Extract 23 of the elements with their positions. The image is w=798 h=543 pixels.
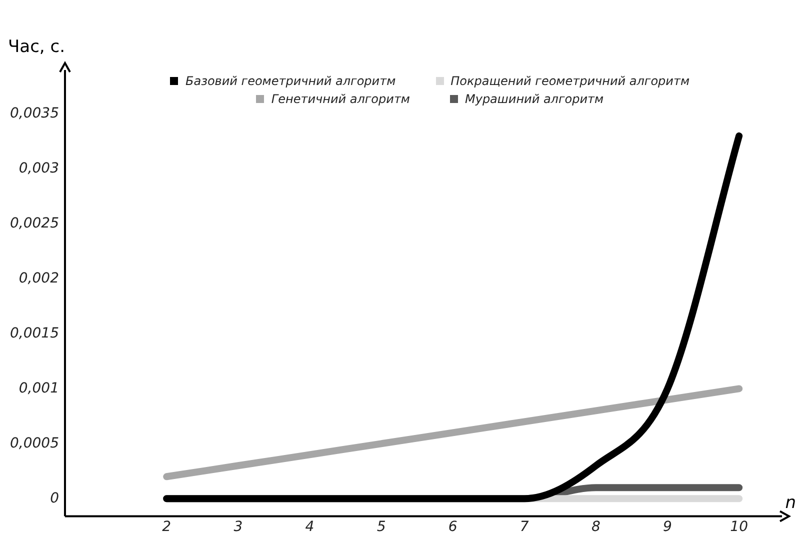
y-tick-label: 0,0005: [10, 435, 60, 452]
x-tick-label: 8: [591, 519, 600, 536]
x-tick-label: 3: [234, 519, 243, 536]
y-axis-title: Час, с.: [8, 36, 65, 57]
legend-label: Покращений геометричний алгоритм: [450, 74, 690, 88]
x-tick-label: 5: [376, 519, 386, 536]
x-axis-title: n: [785, 493, 796, 514]
x-tick-label: 9: [663, 519, 672, 536]
y-tick-label: 0,0015: [10, 325, 60, 342]
y-tick-label: 0,0035: [10, 106, 60, 122]
x-tick-label: 6: [448, 519, 458, 536]
x-tick-label: 4: [305, 519, 314, 536]
x-tick-label: 7: [520, 519, 529, 536]
x-tick-label: 10: [730, 519, 748, 536]
y-tick-label: 0,0025: [10, 216, 60, 232]
y-tick-label: 0: [50, 490, 60, 506]
legend-label: Мурашиний алгоритм: [464, 92, 604, 106]
y-tick-label: 0,001: [18, 380, 59, 396]
legend-label: Базовий геометричний алгоритм: [185, 74, 396, 88]
x-tick-label: 2: [162, 519, 172, 536]
legend-label: Генетичний алгоритм: [271, 92, 410, 106]
y-tick-label: 0,002: [18, 270, 60, 286]
y-tick-label: 0,003: [18, 160, 59, 177]
